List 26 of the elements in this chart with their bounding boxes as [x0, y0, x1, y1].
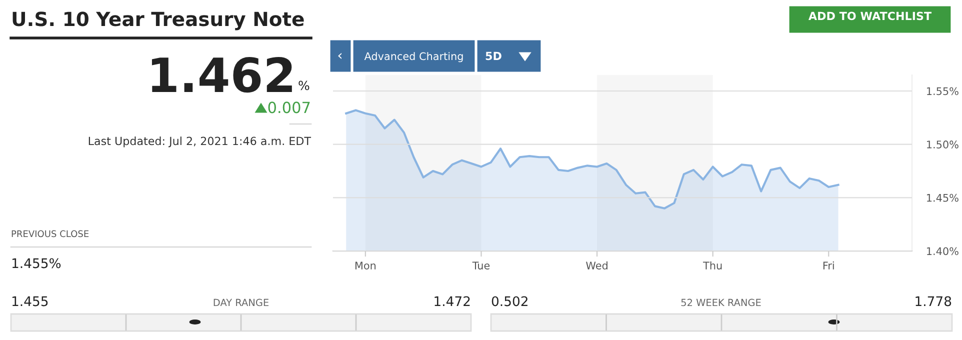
y-tick-label: 1.45%: [927, 194, 958, 202]
text: 0.007: [268, 102, 310, 114]
text: Advanced Charting: [364, 52, 463, 62]
text: 0.502: [492, 296, 528, 306]
text: 52 WEEK RANGE: [681, 298, 761, 306]
text: 1.472: [434, 296, 470, 306]
y-tick-label: 1.50%: [927, 140, 958, 148]
x-tick-label: Mon: [355, 262, 376, 270]
text: DAY RANGE: [214, 298, 268, 306]
text: %: [298, 80, 310, 90]
text: PREVIOUS CLOSE: [12, 230, 89, 238]
text: 5D: [486, 52, 502, 60]
text: Last Updated: Jul 2, 2021 1:46 a.m. EDT: [88, 136, 312, 148]
text: 1.462: [152, 56, 292, 93]
x-tick-label: Fri: [823, 261, 834, 270]
x-tick-label: Wed: [586, 261, 608, 270]
text: ‹: [338, 52, 342, 60]
x-tick-label: Tue: [472, 262, 490, 270]
text: 1.455%: [12, 258, 61, 268]
text: ADD TO WATCHLIST: [808, 12, 932, 20]
y-tick-label: 1.40%: [927, 247, 958, 256]
text: U.S. 10 Year Treasury Note: [12, 12, 304, 30]
x-tick-label: Thu: [703, 261, 722, 270]
text: 1.455: [12, 296, 48, 306]
text: 1.778: [916, 296, 952, 306]
y-tick-label: 1.55%: [927, 87, 958, 96]
